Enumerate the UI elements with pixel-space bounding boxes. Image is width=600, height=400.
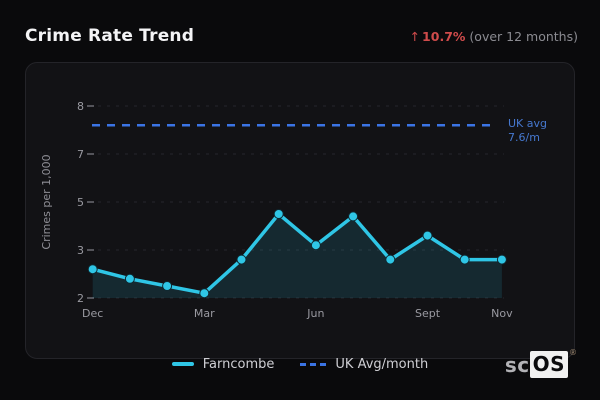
data-point-7[interactable]	[348, 211, 359, 222]
registered-trademark-icon: ®	[569, 348, 577, 357]
data-point-2[interactable]	[162, 281, 173, 291]
data-point-1[interactable]	[124, 273, 135, 284]
scos-logo: sc OS ®	[504, 348, 577, 378]
legend-swatch-dashed-line	[300, 362, 327, 366]
data-point-8[interactable]	[385, 254, 396, 265]
legend-item-farncombe[interactable]: Farncombe	[171, 356, 275, 372]
data-point-0[interactable]	[87, 264, 98, 275]
y-tick-label: 2	[77, 292, 84, 305]
chart-panel: 2 3 5 7 8 Crimes per 1,000 UK avg 7.6/m Dec Mar Ju…	[25, 62, 575, 359]
y-axis-title: Crimes per 1,000	[40, 154, 53, 249]
header: Crime Rate Trend ↑ 10.7% (over 12 months)	[25, 26, 578, 46]
data-point-9[interactable]	[422, 230, 433, 241]
x-tick-label-nov: Nov	[491, 307, 513, 320]
series-area-fill	[92, 214, 502, 298]
y-tick-label: 5	[77, 196, 84, 209]
legend-label: UK Avg/month	[335, 356, 429, 372]
data-point-4[interactable]	[236, 254, 247, 265]
y-tick-label: 8	[77, 100, 84, 113]
data-point-10[interactable]	[459, 254, 470, 265]
data-point-3[interactable]	[199, 288, 210, 299]
uk-avg-label-line1: UK avg	[508, 117, 547, 130]
y-tick-label: 7	[77, 148, 84, 161]
x-tick-label-jun: Jun	[306, 307, 324, 320]
legend-label: Farncombe	[202, 356, 275, 372]
y-tick-label: 3	[77, 244, 84, 257]
series-line-farncombe	[90, 212, 504, 295]
data-point-5[interactable]	[273, 209, 284, 219]
chart-legend: Farncombe UK Avg/month	[0, 355, 600, 373]
uk-avg-label-line2: 7.6/m	[508, 131, 540, 144]
up-arrow-icon: ↑	[409, 29, 421, 44]
x-tick-label-mar: Mar	[194, 307, 215, 320]
logo-text-sc: sc	[504, 352, 530, 377]
trend-stat-caption: (over 12 months)	[469, 29, 578, 44]
logo-text-os: OS	[529, 351, 568, 378]
trend-stat-value: 10.7%	[422, 29, 466, 44]
data-point-6[interactable]	[310, 240, 321, 251]
x-tick-label-dec: Dec	[82, 307, 103, 320]
legend-item-uk-avg[interactable]: UK Avg/month	[300, 357, 428, 372]
legend-swatch-solid-line	[171, 362, 194, 366]
data-point-11[interactable]	[496, 254, 507, 265]
trend-stat: ↑ 10.7% (over 12 months)	[410, 29, 578, 44]
page-title: Crime Rate Trend	[25, 26, 195, 46]
x-tick-label-sept: Sept	[415, 307, 441, 320]
